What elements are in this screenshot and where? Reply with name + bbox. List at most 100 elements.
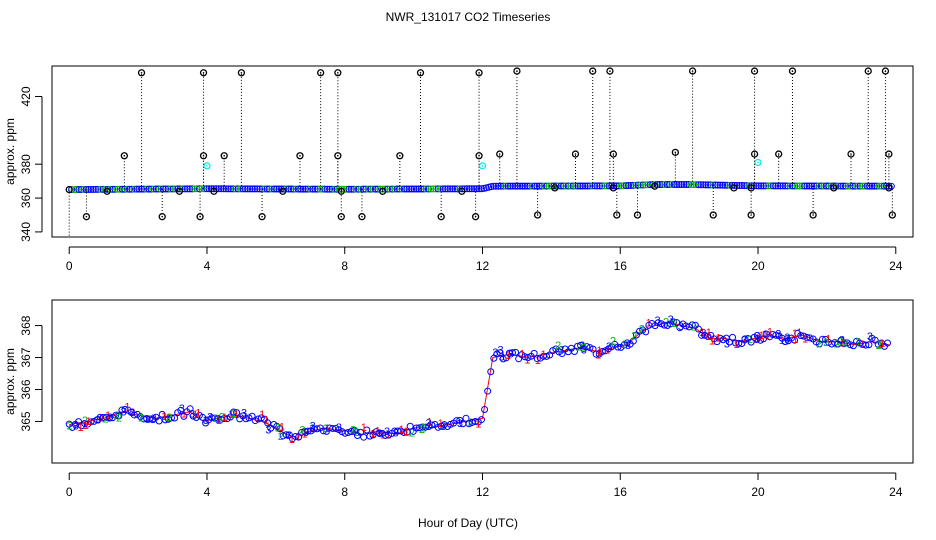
- bottom-point: [865, 341, 873, 349]
- top-baseline-point: [576, 182, 584, 190]
- bottom-point-label: 1: [840, 337, 846, 349]
- bottom-point-label: 1: [856, 337, 862, 349]
- top-baseline-point: [220, 185, 228, 193]
- top-baseline-point: [661, 181, 669, 189]
- bottom-point: [282, 431, 290, 439]
- top-baseline-point: [658, 181, 666, 189]
- top-baseline-point: [506, 182, 514, 190]
- bottom-point: [493, 350, 501, 358]
- bottom-point: [220, 415, 228, 423]
- top-baseline-point: [369, 185, 377, 193]
- top-baseline-point: [680, 181, 688, 189]
- top-outlier-point: [881, 67, 890, 75]
- top-baseline-point: [740, 182, 748, 190]
- top-outlier-point: [316, 69, 325, 77]
- top-baseline-point: [188, 185, 196, 193]
- bottom-point: [87, 418, 95, 426]
- top-baseline-point: [579, 182, 587, 190]
- chart0-plot-frame: [51, 65, 914, 238]
- top-outlier-point-dot: [750, 187, 752, 189]
- bottom-point: [694, 325, 702, 333]
- chart0-x-tick-label: 0: [66, 259, 73, 273]
- bottom-point-label: 1: [879, 338, 885, 350]
- bottom-point: [629, 337, 637, 345]
- top-outlier-point: [885, 150, 893, 158]
- bottom-point: [400, 428, 408, 436]
- top-cyan-point-dot: [757, 161, 759, 164]
- top-baseline-point: [85, 185, 93, 193]
- top-baseline-point: [832, 182, 840, 190]
- top-baseline-point: [256, 185, 264, 193]
- top-baseline-point: [502, 182, 510, 190]
- top-baseline-point: [870, 182, 878, 190]
- bottom-point: [753, 331, 761, 339]
- top-baseline-point: [468, 185, 476, 193]
- chart1-x-tick-label: 16: [614, 485, 628, 499]
- bottom-point-label: 1: [370, 428, 376, 440]
- top-baseline-point: [868, 182, 876, 190]
- top-baseline-point: [251, 185, 259, 193]
- top-outlier-point-dot: [161, 215, 164, 218]
- top-baseline-point: [588, 182, 596, 190]
- bottom-point: [319, 427, 327, 435]
- top-outlier-point: [237, 69, 246, 77]
- top-baseline-point: [858, 182, 866, 190]
- top-baseline-point: [379, 185, 387, 193]
- top-outlier-point-dot: [340, 190, 343, 193]
- top-outlier-point-dot: [888, 153, 890, 155]
- top-baseline-point: [268, 185, 276, 193]
- top-outlier-point: [633, 211, 642, 219]
- top-baseline-point: [663, 181, 671, 189]
- top-baseline-point: [232, 185, 240, 193]
- bottom-point-label: 3: [839, 334, 845, 346]
- top-baseline-point: [169, 185, 177, 193]
- top-baseline-point: [145, 185, 153, 193]
- bottom-point-label: 2: [823, 337, 829, 349]
- top-outlier-point: [220, 152, 228, 160]
- bottom-point-label: 1: [792, 328, 798, 340]
- bottom-point-label: 1: [709, 335, 715, 347]
- chart0-x-tick-label: 24: [889, 259, 903, 273]
- bottom-point-label: 3: [492, 347, 498, 359]
- top-outlier-point-dot: [478, 154, 480, 157]
- bottom-point: [530, 349, 538, 357]
- top-outlier-point: [551, 184, 559, 192]
- top-baseline-point: [304, 185, 312, 193]
- top-baseline-point: [191, 185, 199, 193]
- top-baseline-point: [632, 181, 640, 189]
- bottom-point-label: 3: [107, 412, 113, 424]
- bottom-point-label: 1: [595, 349, 601, 361]
- top-outlier-point-dot: [791, 70, 794, 72]
- bottom-point-label: 1: [371, 429, 377, 441]
- top-outlier-point-dot: [281, 190, 284, 193]
- bottom-point: [106, 414, 114, 422]
- top-baseline-point: [699, 181, 707, 189]
- top-baseline-point: [222, 185, 230, 193]
- top-baseline-point: [116, 185, 124, 193]
- top-baseline-point: [608, 182, 616, 190]
- bottom-point: [462, 414, 470, 422]
- bottom-point-label: 3: [303, 427, 309, 439]
- top-outlier-point-dot: [337, 154, 339, 157]
- bottom-point-label: 1: [541, 349, 547, 361]
- bottom-point: [642, 328, 650, 336]
- top-baseline-point: [326, 185, 334, 193]
- bottom-point-label: 3: [754, 334, 760, 346]
- bottom-point: [242, 415, 250, 423]
- bottom-point-label: 1: [767, 326, 773, 338]
- top-outlier-point: [358, 213, 366, 221]
- top-baseline-point: [400, 185, 408, 193]
- top-baseline-point: [142, 185, 150, 193]
- top-outlier-point-dot: [753, 70, 756, 72]
- bottom-point-label: 2: [278, 431, 284, 443]
- bottom-point-label: 2: [67, 421, 73, 433]
- bottom-point: [291, 432, 299, 440]
- bottom-point: [171, 414, 179, 422]
- chart1-y-tick-label: 366: [19, 379, 33, 399]
- top-outlier-point: [651, 182, 659, 190]
- top-baseline-point: [863, 182, 871, 190]
- top-outlier-point-dot: [574, 153, 577, 155]
- top-baseline-point: [415, 185, 423, 193]
- chart1-x-tick-label: 4: [204, 485, 211, 499]
